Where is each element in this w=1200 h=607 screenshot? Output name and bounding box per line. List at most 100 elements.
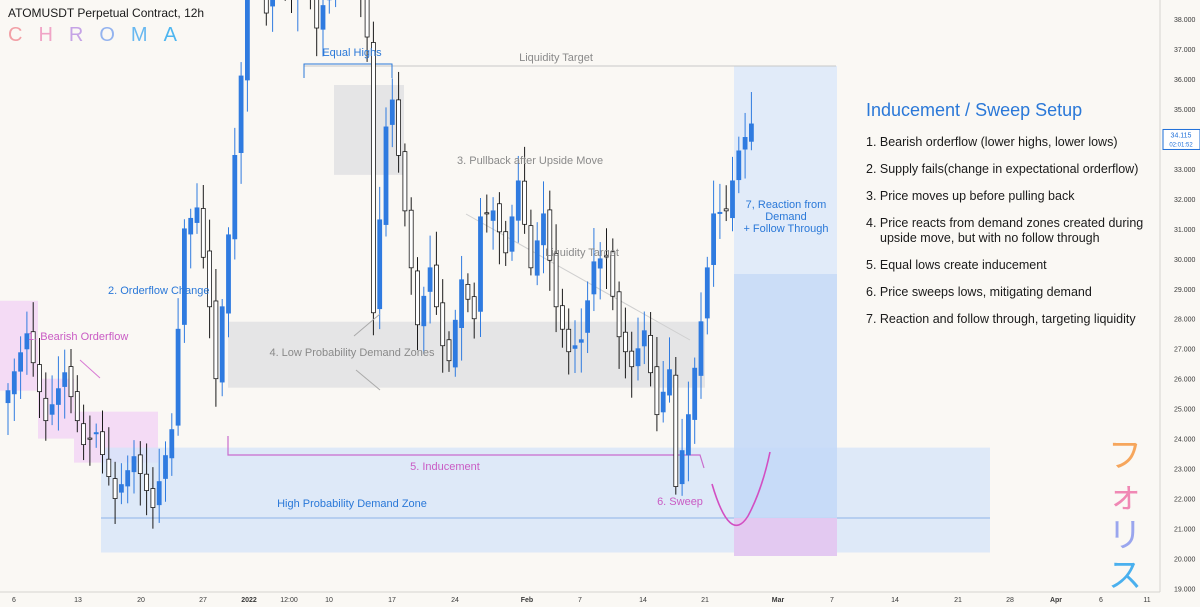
sweep-curve: [711, 451, 771, 527]
y-tick-label: 33.000: [1174, 167, 1196, 174]
last-price-countdown: 02:01:52: [1169, 142, 1193, 148]
candle-body: [578, 339, 584, 343]
brand-letter: C: [8, 24, 25, 46]
symbol-title: ATOMUSDT Perpetual Contract, 12h: [8, 6, 205, 20]
candle: [194, 183, 200, 234]
x-tick-label: Mar: [772, 597, 785, 604]
candle: [81, 404, 86, 461]
candle-body: [125, 470, 131, 487]
setup-step: 4. Price reacts from demand zones create…: [866, 216, 1166, 246]
setup-title: Inducement / Sweep Setup: [866, 100, 1083, 120]
candle: [297, 0, 299, 32]
candle-body: [43, 397, 49, 422]
x-tick-label: 6: [1099, 597, 1103, 604]
candle-body: [711, 213, 716, 265]
candle-body: [654, 366, 660, 416]
equal-highs-bracket: [303, 63, 393, 78]
x-tick-label: 24: [451, 597, 459, 604]
candle: [459, 255, 465, 361]
candle: [383, 107, 389, 237]
candle-body: [11, 371, 17, 395]
candle: [156, 448, 162, 523]
x-tick-label: 10: [325, 597, 333, 604]
candle-body: [597, 258, 603, 269]
candle: [478, 197, 483, 338]
candle-body: [383, 126, 389, 225]
candle-body: [673, 374, 679, 487]
candle: [496, 192, 502, 265]
candle-body: [100, 431, 105, 456]
candle: [427, 235, 433, 324]
annotation-orderflow-change: 2. Orderflow Change: [108, 285, 210, 297]
candle: [181, 219, 187, 343]
x-tick-label: 27: [199, 597, 207, 604]
x-tick-label: 2022: [241, 597, 257, 604]
candle-body: [730, 180, 735, 219]
x-tick-label: 11: [1143, 597, 1150, 604]
watermark-char: ォ: [1108, 477, 1142, 515]
candle: [74, 375, 80, 433]
candle: [553, 224, 559, 333]
y-tick-label: 38.000: [1174, 17, 1196, 24]
candle-body: [81, 423, 86, 446]
candle: [528, 209, 534, 276]
candle: [623, 307, 628, 379]
candle: [484, 194, 490, 233]
candle-body: [698, 321, 704, 376]
candle-body: [320, 5, 326, 30]
candle: [37, 337, 42, 418]
candle: [547, 190, 553, 291]
candle-body: [572, 345, 578, 349]
candle-body: [547, 209, 553, 261]
candle-body: [163, 455, 168, 479]
candle-body: [150, 488, 156, 508]
candle-body: [37, 364, 42, 393]
candle: [263, 0, 269, 26]
candle: [440, 279, 446, 373]
candle-body: [396, 99, 402, 156]
candle: [679, 418, 685, 496]
candle: [370, 21, 376, 336]
y-tick-label: 26.000: [1174, 377, 1196, 384]
y-tick-label: 24.000: [1174, 437, 1196, 444]
candle-body: [433, 264, 439, 308]
candle-body: [528, 225, 534, 269]
candle-body: [181, 228, 187, 325]
y-tick-label: 28.000: [1174, 317, 1196, 324]
annotation-reaction: + Follow Through: [743, 223, 828, 235]
candle-body: [314, 0, 320, 29]
candle-body: [660, 391, 666, 413]
y-tick-label: 20.000: [1174, 557, 1196, 564]
y-tick-label: 32.000: [1174, 197, 1196, 204]
candle: [515, 155, 521, 243]
candle-body: [534, 240, 540, 276]
watermark-char: リ: [1108, 517, 1142, 555]
candle-body: [207, 250, 213, 308]
candle: [522, 146, 527, 234]
candle: [408, 197, 414, 295]
candle-body: [49, 404, 55, 415]
candle-body: [616, 291, 622, 338]
candle-body: [623, 331, 628, 353]
setup-panel: Inducement / Sweep Setup 1. Bearish orde…: [866, 100, 1166, 339]
candle: [24, 311, 30, 375]
candle-body: [68, 366, 74, 398]
y-tick-label: 19.000: [1174, 586, 1196, 593]
candle-body: [566, 328, 572, 353]
candle: [131, 440, 137, 494]
low-prob-demand-zone: [334, 84, 404, 175]
inducement-line: [227, 436, 705, 469]
candle-body: [591, 261, 597, 295]
candle: [667, 337, 672, 403]
candle-body: [5, 390, 11, 404]
y-tick-label: 21.000: [1174, 527, 1196, 534]
candle: [711, 180, 716, 287]
candle: [723, 185, 729, 222]
candle: [100, 410, 105, 474]
candle-body: [635, 348, 641, 367]
candle-body: [213, 300, 219, 380]
candle: [692, 357, 698, 444]
y-tick-label: 27.000: [1174, 347, 1196, 354]
